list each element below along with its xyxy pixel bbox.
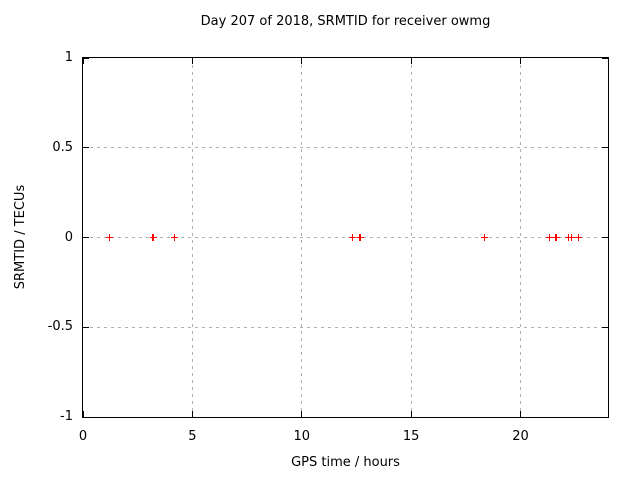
x-tick-label: 10 (293, 429, 311, 444)
x-tick-mark (410, 411, 412, 417)
x-tick-mark (520, 58, 521, 64)
plot-area (82, 57, 609, 418)
y-tick-mark (83, 237, 89, 238)
x-tick-mark (191, 411, 193, 417)
x-axis-label: GPS time / hours (291, 455, 400, 470)
y-tick-mark (83, 57, 89, 59)
y-tick-label: 0.5 (52, 139, 73, 155)
x-tick-label: 20 (512, 429, 529, 444)
y-tick-mark (602, 326, 608, 328)
marker-vertical-bar (577, 234, 580, 241)
h-gridline (83, 237, 608, 238)
y-tick-label: 0 (64, 229, 73, 245)
marker-vertical-bar (351, 234, 353, 241)
x-tick-label: 0 (78, 429, 88, 444)
data-point-marker (348, 234, 356, 241)
y-tick-label: 1 (64, 50, 73, 65)
h-gridline (83, 326, 608, 328)
data-point-marker (356, 234, 364, 241)
y-tick-mark (602, 147, 608, 149)
y-tick-mark (602, 416, 608, 418)
x-tick-label: 5 (188, 429, 197, 444)
data-point-marker (171, 234, 179, 241)
marker-vertical-bar (570, 234, 573, 241)
marker-vertical-bar (548, 234, 551, 241)
data-point-marker (574, 234, 582, 241)
y-tick-mark (602, 57, 608, 59)
marker-vertical-bar (173, 234, 176, 241)
data-point-marker (552, 234, 560, 241)
x-tick-mark (410, 58, 412, 64)
marker-vertical-bar (483, 234, 486, 241)
marker-vertical-bar (555, 234, 557, 241)
data-point-marker (546, 234, 554, 241)
h-gridline (83, 147, 608, 149)
y-tick-label: -0.5 (47, 319, 73, 335)
x-tick-mark (520, 411, 521, 417)
marker-vertical-bar (359, 234, 361, 241)
data-point-marker (106, 234, 114, 241)
y-tick-mark (602, 237, 608, 238)
chart-title: Day 207 of 2018, SRMTID for receiver owm… (200, 14, 491, 29)
data-point-marker (481, 234, 489, 241)
x-tick-label: 15 (402, 429, 420, 444)
y-tick-mark (83, 326, 89, 328)
y-tick-label: -1 (60, 409, 73, 424)
marker-vertical-bar (108, 234, 111, 241)
data-point-marker (567, 234, 575, 241)
y-tick-mark (83, 416, 89, 418)
x-tick-mark (191, 58, 193, 64)
x-tick-mark (82, 411, 84, 417)
y-tick-labels: 1 0.5 0 -0.5 -1 (0, 0, 73, 480)
y-tick-mark (83, 147, 89, 149)
marker-vertical-bar (152, 234, 154, 241)
x-tick-mark (301, 58, 303, 64)
x-tick-mark (82, 58, 84, 64)
x-tick-mark (301, 411, 303, 417)
data-point-marker (149, 234, 157, 241)
